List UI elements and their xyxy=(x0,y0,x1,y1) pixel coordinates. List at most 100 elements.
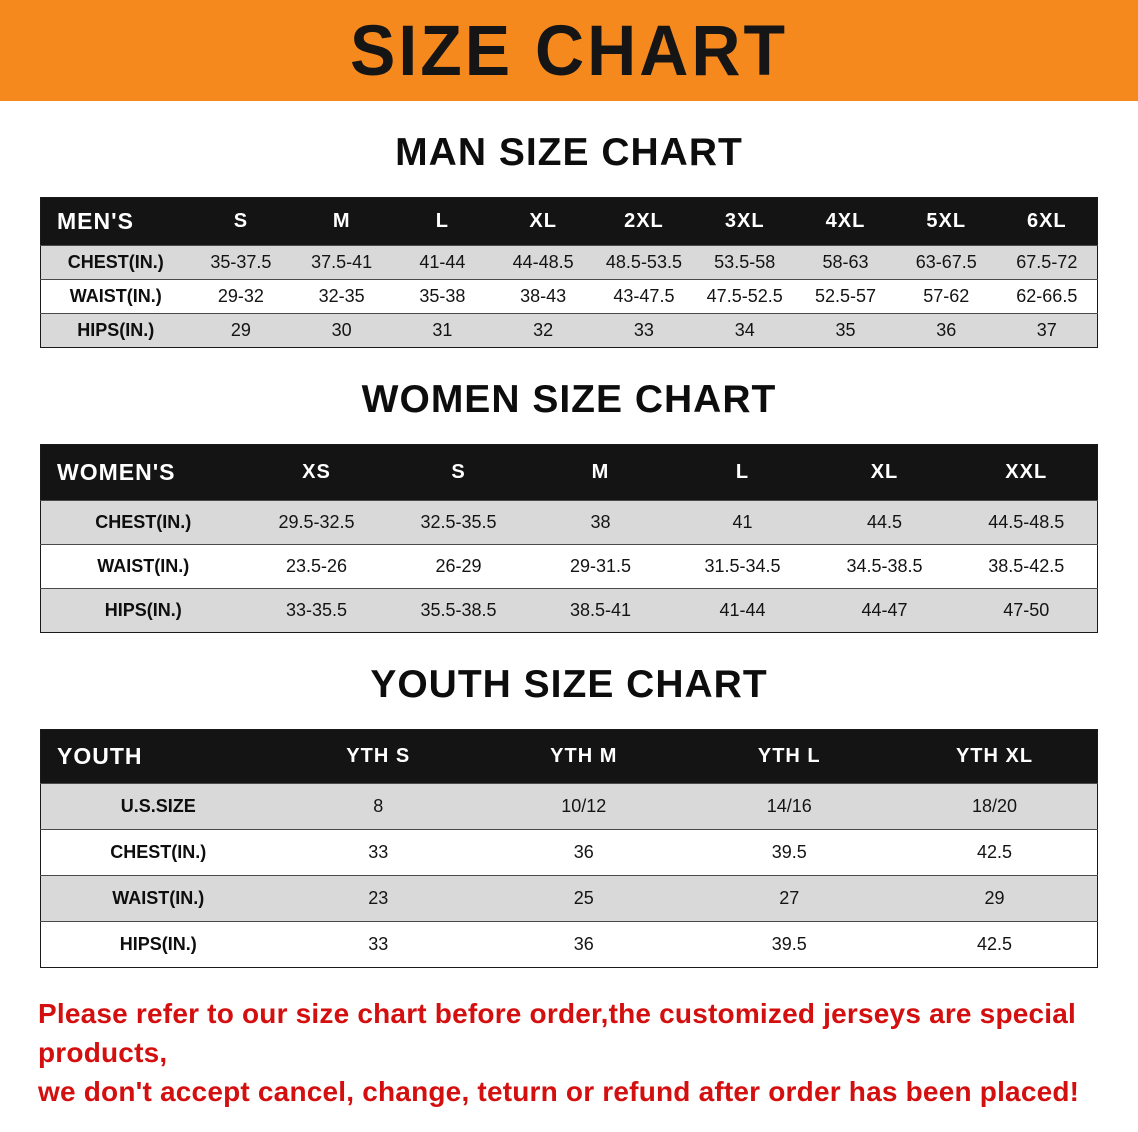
table-row: CHEST(IN.) 29.5-32.5 32.5-35.5 38 41 44.5 44.5… xyxy=(40,500,1098,545)
size-value: 36 xyxy=(573,934,594,954)
row-label: CHEST(IN.) xyxy=(67,252,164,272)
women-size-section: WOMEN SIZE CHART WOMEN'S XS S M L XL XXL CHEST(… xyxy=(0,378,1138,633)
table-corner-label: WOMEN'S xyxy=(40,444,246,501)
table-header-row: MEN'S S M L XL 2XL 3XL 4XL 5XL 6XL xyxy=(40,197,1098,246)
size-column-header: 3XL xyxy=(694,197,796,246)
table-header-row: YOUTH YTH S YTH M YTH L YTH XL xyxy=(40,729,1098,784)
size-value: 63-67.5 xyxy=(915,252,977,272)
table-row: WAIST(IN.) 23.5-26 26-29 29-31.5 31.5-34.5 34… xyxy=(40,544,1098,589)
women-size-table: WOMEN'S XS S M L XL XXL CHEST(IN.) 29.5-32.5 32.5… xyxy=(40,444,1098,633)
size-value: 44.5 xyxy=(866,512,903,532)
size-value: 47-50 xyxy=(1003,600,1050,620)
size-value: 8 xyxy=(373,796,384,816)
size-value: 32 xyxy=(533,320,554,340)
size-value: 35-38 xyxy=(419,286,466,306)
size-value: 47.5-52.5 xyxy=(706,286,783,306)
size-value: 34.5-38.5 xyxy=(846,556,923,576)
size-value: 33 xyxy=(368,842,389,862)
size-value: 35-37.5 xyxy=(210,252,272,272)
size-value: 39.5 xyxy=(771,934,807,954)
size-value: 29 xyxy=(230,320,251,340)
size-column-header: XL xyxy=(813,444,956,501)
size-value: 36 xyxy=(573,842,594,862)
size-value: 29-32 xyxy=(217,286,264,306)
size-value: 41-44 xyxy=(419,252,466,272)
section-title-youth: YOUTH SIZE CHART xyxy=(370,663,768,706)
table-row: U.S.SIZE 8 10/12 14/16 18/20 xyxy=(40,783,1098,830)
size-value: 38-43 xyxy=(520,286,567,306)
row-label: WAIST(IN.) xyxy=(112,888,205,908)
size-value: 39.5 xyxy=(771,842,807,862)
size-value: 34 xyxy=(734,320,755,340)
size-value: 23.5-26 xyxy=(285,556,348,576)
size-value: 48.5-53.5 xyxy=(605,252,682,272)
banner: SIZE CHART xyxy=(0,0,1138,101)
size-value: 44-48.5 xyxy=(512,252,574,272)
size-value: 37 xyxy=(1036,320,1057,340)
size-column-header: S xyxy=(190,197,292,246)
size-value: 57-62 xyxy=(923,286,970,306)
size-value: 33 xyxy=(368,934,389,954)
size-value: 58-63 xyxy=(822,252,869,272)
table-row: HIPS(IN.) 33-35.5 35.5-38.5 38.5-41 41-44 44-… xyxy=(40,588,1098,633)
size-column-header: 4XL xyxy=(795,197,896,246)
size-column-header: S xyxy=(387,444,530,501)
size-value: 43-47.5 xyxy=(613,286,675,306)
size-column-header: YTH S xyxy=(275,729,481,784)
size-column-header: YTH L xyxy=(686,729,892,784)
size-value: 26-29 xyxy=(435,556,482,576)
size-value: 67.5-72 xyxy=(1016,252,1078,272)
table-corner-label: YOUTH xyxy=(40,729,276,784)
size-value: 33-35.5 xyxy=(285,600,348,620)
size-value: 62-66.5 xyxy=(1016,286,1078,306)
row-label: WAIST(IN.) xyxy=(69,286,162,306)
size-column-header: 2XL xyxy=(593,197,695,246)
size-value: 29-31.5 xyxy=(569,556,632,576)
men-size-table: MEN'S S M L XL 2XL 3XL 4XL 5XL 6XL CHEST(IN.) 35-37… xyxy=(40,197,1098,348)
size-value: 32.5-35.5 xyxy=(420,512,497,532)
size-column-header: YTH XL xyxy=(892,729,1098,784)
size-value: 31.5-34.5 xyxy=(704,556,781,576)
table-row: WAIST(IN.) 23 25 27 29 xyxy=(40,875,1098,922)
table-row: HIPS(IN.) 29 30 31 32 33 34 35 36 37 xyxy=(40,313,1098,348)
size-column-header: 5XL xyxy=(895,197,997,246)
table-row: CHEST(IN.) 35-37.5 37.5-41 41-44 44-48.5 48.5… xyxy=(40,245,1098,280)
footer-disclaimer-line2: we don't accept cancel, change, teturn o… xyxy=(38,1076,1080,1108)
size-value: 52.5-57 xyxy=(814,286,876,306)
size-column-header: M xyxy=(291,197,393,246)
footer-disclaimer: Please refer to our size chart before or… xyxy=(38,994,1100,1112)
size-value: 35 xyxy=(835,320,856,340)
size-value: 10/12 xyxy=(561,796,607,816)
size-value: 33 xyxy=(633,320,654,340)
size-value: 41 xyxy=(732,512,753,532)
row-label: HIPS(IN.) xyxy=(77,320,155,340)
size-value: 35.5-38.5 xyxy=(420,600,497,620)
size-value: 27 xyxy=(779,888,800,908)
section-title-women: WOMEN SIZE CHART xyxy=(361,378,777,421)
size-value: 31 xyxy=(432,320,453,340)
size-value: 36 xyxy=(936,320,957,340)
table-row: CHEST(IN.) 33 36 39.5 42.5 xyxy=(40,829,1098,876)
size-column-header: YTH M xyxy=(481,729,687,784)
size-value: 30 xyxy=(331,320,352,340)
size-value: 25 xyxy=(573,888,594,908)
size-column-header: L xyxy=(671,444,814,501)
youth-size-table: YOUTH YTH S YTH M YTH L YTH XL U.S.SIZE 8 10/12… xyxy=(40,729,1098,968)
size-chart-content: MAN SIZE CHART MEN'S S M L XL 2XL 3XL 4XL 5XL 6XL… xyxy=(0,131,1138,1112)
row-label: CHEST(IN.) xyxy=(95,512,192,532)
size-value: 37.5-41 xyxy=(311,252,373,272)
table-header-row: WOMEN'S XS S M L XL XXL xyxy=(40,444,1098,501)
size-value: 53.5-58 xyxy=(714,252,776,272)
size-value: 32-35 xyxy=(318,286,365,306)
table-row: HIPS(IN.) 33 36 39.5 42.5 xyxy=(40,921,1098,968)
footer-disclaimer-line1: Please refer to our size chart before or… xyxy=(38,998,1077,1069)
size-column-header: M xyxy=(529,444,672,501)
row-label: CHEST(IN.) xyxy=(110,842,207,862)
size-value: 29 xyxy=(984,888,1005,908)
youth-size-section: YOUTH SIZE CHART YOUTH YTH S YTH M YTH L YTH… xyxy=(0,663,1138,968)
size-column-header: XXL xyxy=(955,444,1098,501)
size-value: 14/16 xyxy=(766,796,812,816)
men-size-section: MAN SIZE CHART MEN'S S M L XL 2XL 3XL 4XL 5XL 6XL… xyxy=(0,131,1138,348)
size-value: 18/20 xyxy=(971,796,1018,816)
